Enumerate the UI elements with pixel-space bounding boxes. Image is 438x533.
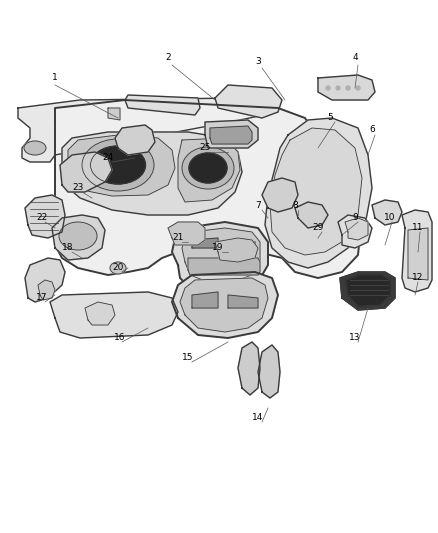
Polygon shape	[228, 295, 258, 308]
Polygon shape	[172, 222, 268, 295]
Ellipse shape	[110, 262, 126, 274]
Polygon shape	[318, 75, 375, 100]
Polygon shape	[192, 238, 218, 248]
Ellipse shape	[59, 222, 97, 250]
Polygon shape	[228, 240, 255, 248]
Polygon shape	[215, 238, 258, 262]
Text: 6: 6	[369, 125, 375, 134]
Text: 2: 2	[165, 53, 171, 62]
Ellipse shape	[346, 86, 350, 90]
Text: 13: 13	[349, 334, 361, 343]
Text: 20: 20	[112, 263, 124, 272]
Ellipse shape	[182, 147, 234, 189]
Text: 15: 15	[182, 353, 194, 362]
Text: 22: 22	[36, 214, 48, 222]
Text: 11: 11	[412, 223, 424, 232]
Polygon shape	[168, 222, 205, 245]
Ellipse shape	[356, 86, 360, 90]
Polygon shape	[50, 292, 178, 338]
Text: 4: 4	[352, 53, 358, 62]
Text: 12: 12	[412, 273, 424, 282]
Polygon shape	[210, 126, 252, 144]
Text: 17: 17	[36, 294, 48, 303]
Polygon shape	[60, 152, 112, 192]
Polygon shape	[182, 228, 260, 282]
Text: 9: 9	[352, 214, 358, 222]
Polygon shape	[25, 258, 65, 302]
Polygon shape	[295, 202, 328, 228]
Polygon shape	[265, 118, 372, 268]
Polygon shape	[180, 278, 268, 332]
Polygon shape	[262, 178, 298, 212]
Polygon shape	[178, 138, 240, 202]
Text: 3: 3	[255, 58, 261, 67]
Polygon shape	[38, 280, 55, 300]
Ellipse shape	[91, 146, 145, 184]
Text: 19: 19	[212, 244, 224, 253]
Polygon shape	[192, 292, 218, 308]
Text: 8: 8	[292, 200, 298, 209]
Text: 29: 29	[312, 223, 324, 232]
Polygon shape	[270, 128, 362, 255]
Polygon shape	[345, 218, 368, 240]
Polygon shape	[62, 132, 242, 215]
Polygon shape	[340, 272, 395, 310]
Ellipse shape	[82, 139, 154, 191]
Text: 25: 25	[199, 143, 211, 152]
Ellipse shape	[24, 141, 46, 155]
Text: 10: 10	[384, 214, 396, 222]
Polygon shape	[25, 195, 65, 238]
Polygon shape	[402, 210, 432, 292]
Text: 18: 18	[62, 244, 74, 253]
Polygon shape	[188, 258, 260, 275]
Polygon shape	[346, 275, 390, 306]
Text: 16: 16	[114, 334, 126, 343]
Polygon shape	[85, 302, 115, 325]
Polygon shape	[125, 95, 200, 115]
Ellipse shape	[189, 153, 227, 183]
Polygon shape	[115, 125, 155, 155]
Text: 1: 1	[52, 74, 58, 83]
Polygon shape	[52, 215, 105, 260]
Text: 21: 21	[172, 233, 184, 243]
Polygon shape	[215, 85, 282, 118]
Polygon shape	[238, 342, 260, 395]
Text: 24: 24	[102, 154, 113, 163]
Polygon shape	[18, 98, 278, 162]
Polygon shape	[408, 228, 428, 280]
Polygon shape	[205, 120, 258, 148]
Text: 14: 14	[252, 414, 264, 423]
Polygon shape	[258, 345, 280, 398]
Polygon shape	[68, 135, 175, 196]
Ellipse shape	[336, 86, 340, 90]
Text: 7: 7	[255, 200, 261, 209]
Text: 23: 23	[72, 183, 84, 192]
Polygon shape	[372, 200, 402, 225]
Polygon shape	[338, 215, 372, 248]
Polygon shape	[172, 272, 278, 338]
Ellipse shape	[326, 86, 330, 90]
Polygon shape	[108, 108, 120, 120]
Text: 5: 5	[327, 114, 333, 123]
Polygon shape	[55, 100, 362, 278]
